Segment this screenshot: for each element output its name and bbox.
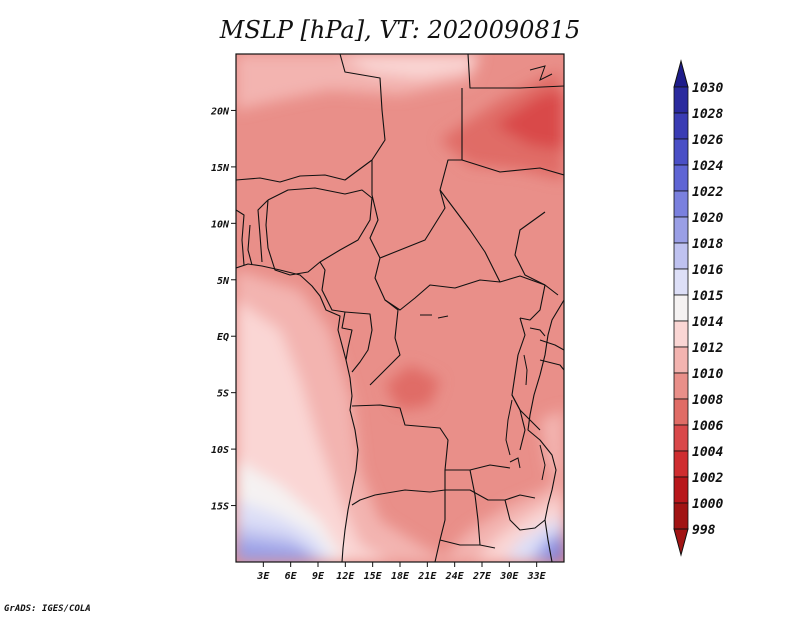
colorbar-label: 1028 <box>692 107 723 122</box>
colorbar-bottom-arrow <box>673 528 689 557</box>
colorbar-label: 1004 <box>692 445 723 460</box>
colorbar-label: 1006 <box>692 419 723 434</box>
y-tick-label: 10N <box>211 219 230 230</box>
x-tick-label: 27E <box>472 571 492 582</box>
x-tick-label: 24E <box>445 571 465 582</box>
colorbar-label: 1026 <box>692 133 723 148</box>
grads-credit: GrADS: IGES/COLA <box>4 604 91 614</box>
colorbar-label: 1014 <box>692 315 723 330</box>
colorbar-segment <box>673 216 689 244</box>
y-axis: 20N 15N 10N 5N EQ 5S 10S 15S <box>210 106 236 513</box>
colorbar-label: 998 <box>692 523 716 538</box>
colorbar-segment <box>673 320 689 348</box>
colorbar-segment <box>673 190 689 218</box>
colorbar-label: 1016 <box>692 263 723 278</box>
colorbar-label: 1022 <box>692 185 723 200</box>
x-tick-label: 18E <box>391 571 410 582</box>
colorbar-segment <box>673 450 689 478</box>
x-tick-label: 3E <box>256 571 270 582</box>
colorbar-segment <box>673 164 689 192</box>
colorbar-segment <box>673 346 689 374</box>
colorbar-label: 1012 <box>692 341 723 356</box>
y-tick-label: 5N <box>217 276 230 287</box>
map-title: MSLP [hPa], VT: 2020090815 <box>219 16 581 44</box>
colorbar-label: 1030 <box>692 81 723 96</box>
x-tick-label: 15E <box>364 571 383 582</box>
y-tick-label: 15S <box>211 502 229 513</box>
y-tick-label: 10S <box>211 445 229 456</box>
colorbar-segment <box>673 268 689 296</box>
x-tick-label: 6E <box>285 571 298 582</box>
colorbar-segment <box>673 476 689 504</box>
x-tick-label: 9E <box>312 571 325 582</box>
x-axis: 3E 6E 9E 12E 15E 18E 21E 24E 27E 30E 33E <box>256 562 547 582</box>
y-tick-label: 20N <box>210 106 230 117</box>
colorbar-segment <box>673 112 689 140</box>
y-tick-label: 5S <box>217 389 229 400</box>
colorbar-label: 1008 <box>692 393 723 408</box>
colorbar-label: 1015 <box>692 289 723 304</box>
colorbar-top-arrow <box>673 59 689 88</box>
lakes <box>420 65 553 481</box>
pressure-field <box>236 54 564 562</box>
x-tick-label: 21E <box>417 571 437 582</box>
colorbar-segment <box>673 86 689 114</box>
colorbar-segment <box>673 242 689 270</box>
colorbar-label: 1024 <box>692 159 723 174</box>
colorbar-segment <box>673 502 689 530</box>
colorbar-segment <box>673 424 689 452</box>
colorbar-label: 1002 <box>692 471 723 486</box>
colorbar-segment <box>673 294 689 322</box>
colorbar-label: 1010 <box>692 367 723 382</box>
x-tick-label: 12E <box>336 571 355 582</box>
colorbar-label: 1000 <box>692 497 723 512</box>
colorbar-segment <box>673 138 689 166</box>
colorbar-segment <box>673 372 689 400</box>
colorbar: 1030 1028 1026 1024 1022 1020 1018 1016 1015 1014… <box>673 59 723 557</box>
x-tick-label: 33E <box>527 571 547 582</box>
colorbar-label: 1020 <box>692 211 723 226</box>
y-tick-label: EQ <box>217 332 229 343</box>
x-tick-label: 30E <box>499 571 519 582</box>
country-borders <box>236 54 564 562</box>
colorbar-segment <box>673 398 689 426</box>
y-tick-label: 15N <box>211 163 230 174</box>
colorbar-label: 1018 <box>692 237 723 252</box>
